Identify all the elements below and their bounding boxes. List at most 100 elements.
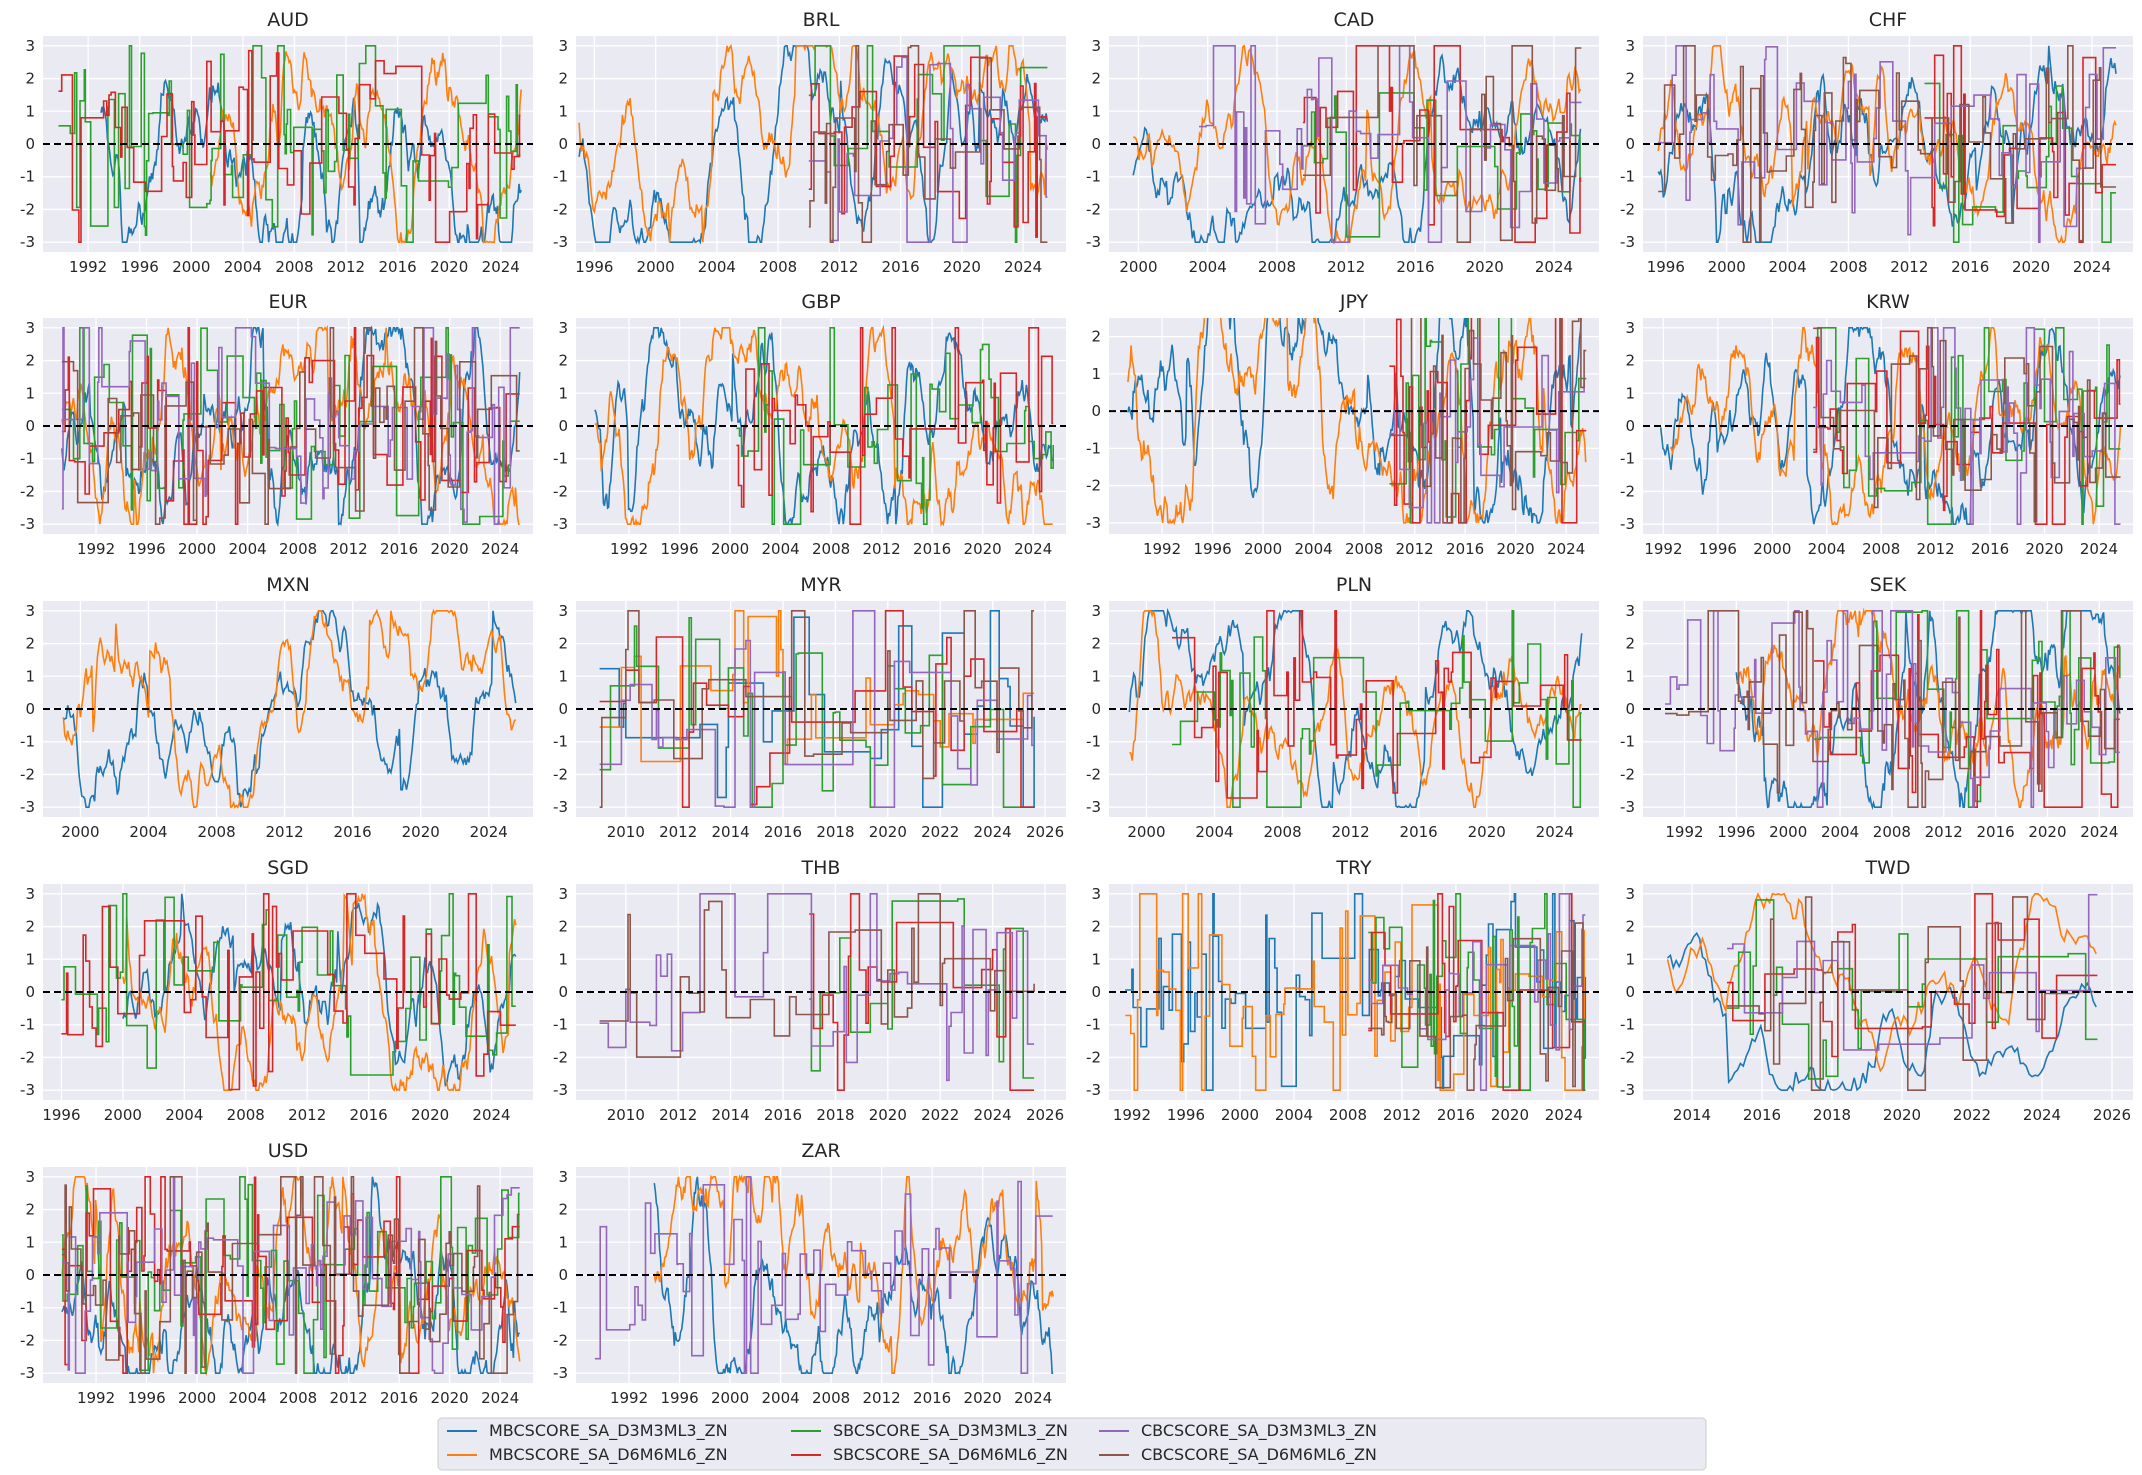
series-line-mbcscore-sa-d6m6ml6-zn: [62, 608, 517, 809]
series-line-cbcscore-sa-d6m6ml6-zn: [1727, 896, 2098, 1091]
y-tick-label: 3: [25, 37, 35, 55]
y-tick-label: 2: [1091, 635, 1101, 653]
x-tick-label: 2016: [380, 1389, 418, 1407]
series-line-cbcscore-sa-d6m6ml6-zn: [1813, 327, 2121, 523]
y-tick-label: 1: [558, 102, 568, 120]
x-tick-label: 2012: [1327, 258, 1365, 276]
y-tick-label: 3: [1625, 885, 1635, 903]
y-tick-label: 2: [558, 1201, 568, 1219]
panel-title: TWD: [1864, 857, 1910, 879]
y-tick-label: -1: [553, 1299, 568, 1317]
panel-brl: 1996 2000 2004 2008 2012 2016 2020 2024 -3 -2 -1 0 1…: [553, 9, 1066, 276]
y-tick-label: -3: [553, 515, 568, 533]
series-line-cbcscore-sa-d3m3ml3-zn: [1727, 893, 2098, 1051]
x-tick-label: 2004: [1195, 823, 1233, 841]
x-tick-label: 2004: [1275, 1106, 1313, 1124]
y-tick-label: -1: [1086, 1016, 1101, 1034]
x-tick-label: 2016: [913, 540, 951, 558]
y-tick-label: 3: [25, 1168, 35, 1186]
y-tick-label: 2: [558, 635, 568, 653]
panel-usd: 1992 1996 2000 2004 2008 2012 2016 2020 2024 -3 -2…: [20, 1140, 533, 1407]
y-tick-label: -2: [553, 1048, 568, 1066]
series-line-mbcscore-sa-d3m3ml3-zn: [122, 893, 517, 1087]
series-line-sbcscore-sa-d3m3ml3-zn: [61, 893, 516, 1076]
panel-pln: 2000 2004 2008 2012 2016 2020 2024 -3 -2 -1 0 1 2 3 PL…: [1086, 574, 1599, 841]
x-tick-label: 2020: [964, 540, 1002, 558]
y-tick-label: 1: [1625, 384, 1635, 402]
x-tick-label: 1996: [42, 1106, 80, 1124]
y-tick-label: -3: [1620, 1081, 1635, 1099]
x-tick-label: 2020: [430, 258, 468, 276]
x-tick-label: 2016: [913, 1389, 951, 1407]
y-tick-label: 3: [558, 319, 568, 337]
series-line-sbcscore-sa-d3m3ml3-zn: [1172, 610, 1582, 808]
x-tick-label: 2016: [334, 823, 372, 841]
legend-label: SBCSCORE_SA_D3M3ML3_ZN: [833, 1421, 1068, 1441]
x-tick-label: 2000: [1127, 823, 1165, 841]
x-tick-label: 2016: [350, 1106, 388, 1124]
x-tick-label: 2024: [974, 823, 1012, 841]
series-line-mbcscore-sa-d3m3ml3-zn: [1666, 931, 2097, 1093]
y-tick-label: 2: [1625, 352, 1635, 370]
y-tick-label: -1: [1086, 733, 1101, 751]
panel-title: SGD: [267, 857, 308, 879]
series-line-sbcscore-sa-d3m3ml3-zn: [1813, 327, 2121, 525]
x-tick-label: 2020: [1497, 540, 1535, 558]
panel-title: MXN: [266, 574, 310, 596]
y-tick-label: -3: [1086, 233, 1101, 251]
x-tick-label: 2000: [178, 540, 216, 558]
x-tick-label: 2008: [1329, 1106, 1367, 1124]
x-tick-label: 1996: [660, 1389, 698, 1407]
x-tick-label: 2004: [1808, 540, 1846, 558]
x-tick-label: 2024: [1004, 258, 1042, 276]
series-line-cbcscore-sa-d6m6ml6-zn: [599, 610, 1035, 808]
x-tick-label: 2008: [1263, 823, 1301, 841]
series-line-mbcscore-sa-d6m6ml6-zn: [1125, 893, 1586, 1091]
x-tick-label: 2024: [1545, 1106, 1583, 1124]
series-line-mbcscore-sa-d6m6ml6-zn: [1133, 44, 1582, 243]
y-tick-label: -1: [20, 168, 35, 186]
y-tick-label: -1: [553, 168, 568, 186]
series-line-mbcscore-sa-d3m3ml3-zn: [1657, 45, 2117, 243]
panel-title: USD: [268, 1140, 309, 1162]
x-tick-label: 2020: [1468, 823, 1506, 841]
y-tick-label: 1: [25, 950, 35, 968]
x-tick-label: 2020: [2012, 258, 2050, 276]
y-tick-label: 3: [25, 602, 35, 620]
x-tick-label: 2012: [659, 1106, 697, 1124]
x-tick-label: 2024: [481, 1389, 519, 1407]
series-line-sbcscore-sa-d6m6ml6-zn: [1172, 610, 1582, 799]
y-tick-label: 0: [25, 1266, 35, 1284]
x-tick-label: 2000: [1244, 540, 1282, 558]
x-tick-label: 2012: [330, 1389, 368, 1407]
y-tick-label: 3: [1091, 602, 1101, 620]
y-tick-label: 0: [558, 700, 568, 718]
y-tick-label: -2: [1620, 200, 1635, 218]
x-tick-label: 2018: [816, 1106, 854, 1124]
y-tick-label: -2: [553, 200, 568, 218]
y-tick-label: 0: [25, 135, 35, 153]
y-tick-label: 0: [1625, 983, 1635, 1001]
x-tick-label: 1996: [1193, 540, 1231, 558]
x-tick-label: 1992: [610, 1389, 648, 1407]
series-line-cbcscore-sa-d3m3ml3-zn: [808, 56, 1048, 243]
series-line-sbcscore-sa-d3m3ml3-zn: [1302, 92, 1582, 238]
y-tick-label: -2: [1620, 1048, 1635, 1066]
y-tick-label: 0: [1625, 700, 1635, 718]
panel-sgd: 1996 2000 2004 2008 2012 2016 2020 2024 -3 -2 -1 0 1…: [20, 857, 533, 1124]
y-tick-label: 3: [1091, 37, 1101, 55]
y-tick-label: -2: [1620, 765, 1635, 783]
x-tick-label: 2016: [882, 258, 920, 276]
series-line-cbcscore-sa-d3m3ml3-zn: [1368, 893, 1586, 1091]
panel-title: ZAR: [801, 1140, 840, 1162]
x-tick-label: 1992: [1665, 823, 1703, 841]
x-tick-label: 2004: [228, 1389, 266, 1407]
y-tick-label: -2: [553, 765, 568, 783]
series-line-mbcscore-sa-d6m6ml6-zn: [61, 1175, 521, 1377]
y-tick-label: 0: [1091, 402, 1101, 420]
x-tick-label: 1992: [1644, 540, 1682, 558]
x-tick-label: 2020: [964, 1389, 1002, 1407]
x-tick-label: 2004: [1294, 540, 1332, 558]
y-tick-label: -2: [20, 765, 35, 783]
x-tick-label: 1996: [127, 1389, 165, 1407]
